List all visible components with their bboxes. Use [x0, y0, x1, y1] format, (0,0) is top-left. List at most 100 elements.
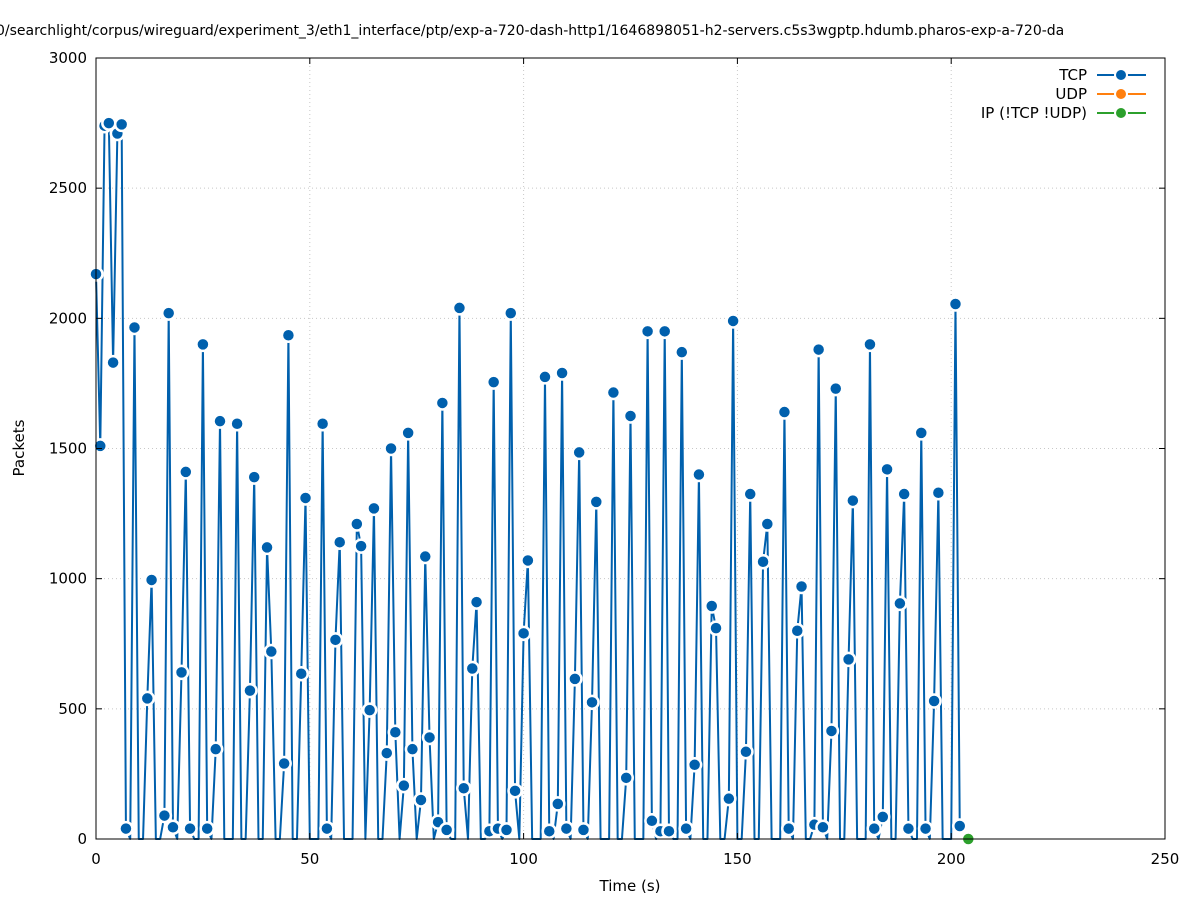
y-tick-label: 1000 [49, 570, 87, 588]
data-point [92, 438, 109, 454]
data-point [229, 416, 245, 432]
chart-title: 0/searchlight/corpus/wireguard/experimen… [0, 23, 1064, 39]
data-point [793, 578, 810, 595]
data-point [815, 819, 831, 836]
data-point [387, 724, 404, 741]
data-point [605, 384, 622, 401]
data-point [404, 741, 421, 757]
x-tick-label: 50 [300, 850, 319, 868]
data-point [644, 813, 660, 829]
data-point [118, 820, 134, 837]
data-point [913, 425, 930, 441]
data-point [742, 486, 758, 502]
data-point [434, 395, 451, 411]
data-point [396, 777, 412, 794]
data-point [588, 494, 605, 510]
data-point [622, 408, 639, 424]
data-point [776, 404, 793, 420]
data-point [246, 469, 262, 485]
y-tick-label: 1500 [49, 440, 87, 458]
y-tick-label: 500 [58, 700, 87, 718]
data-point [485, 374, 502, 390]
data-point [361, 702, 378, 718]
y-tick-label: 3000 [49, 49, 87, 67]
data-point [810, 341, 827, 358]
data-point [678, 820, 694, 837]
data-point [686, 757, 703, 773]
data-point [139, 690, 156, 707]
data-point [879, 461, 895, 478]
x-tick-label: 150 [723, 850, 752, 868]
data-point [105, 354, 121, 371]
data-point [259, 539, 275, 556]
data-point [451, 300, 468, 316]
legend-marker-sample [1114, 68, 1128, 82]
legend-label: UDP [1055, 85, 1087, 103]
data-point [400, 425, 416, 441]
data-point [554, 365, 570, 381]
data-point [618, 770, 634, 786]
data-point [759, 516, 776, 532]
data-point [520, 552, 536, 569]
data-point [143, 572, 160, 588]
data-point [331, 534, 348, 550]
x-tick-label: 250 [1151, 850, 1180, 868]
data-point [584, 694, 600, 711]
data-point [182, 820, 198, 837]
data-point [926, 693, 942, 709]
data-point [349, 516, 365, 532]
y-axis-label: Packets [10, 419, 28, 476]
data-point [498, 822, 515, 838]
data-point [930, 485, 947, 501]
data-point [263, 643, 280, 660]
data-point [160, 305, 177, 321]
data-point [550, 796, 566, 812]
data-point [708, 620, 724, 636]
data-point [721, 790, 737, 807]
data-point [503, 305, 519, 321]
data-point [212, 413, 228, 429]
data-point [840, 651, 857, 668]
data-point [571, 444, 587, 461]
legend-marker-sample [1114, 106, 1128, 120]
data-point [823, 723, 840, 739]
data-point [195, 336, 211, 353]
data-point [319, 820, 335, 837]
data-point [327, 632, 344, 648]
data-point [507, 783, 523, 799]
legend-label: IP (!TCP !UDP) [981, 104, 1087, 122]
data-point [276, 755, 292, 772]
data-point [674, 344, 690, 360]
data-point [178, 464, 194, 480]
data-point [455, 780, 472, 796]
data-point [656, 323, 673, 340]
data-point [165, 819, 181, 836]
data-point [126, 319, 143, 336]
data-point [845, 492, 861, 509]
legend-label: TCP [1058, 66, 1087, 84]
data-point [541, 823, 558, 839]
y-tick-label: 0 [77, 830, 87, 848]
y-tick-label: 2500 [49, 179, 87, 197]
data-point [353, 538, 369, 554]
data-point [892, 595, 908, 612]
data-point [199, 820, 215, 837]
data-point [293, 665, 309, 682]
data-point [738, 744, 754, 760]
data-point [297, 490, 314, 506]
data-point [417, 548, 433, 565]
x-tick-label: 0 [91, 850, 101, 868]
data-point [917, 820, 934, 837]
legend-marker-sample [1114, 87, 1128, 101]
x-tick-label: 100 [509, 850, 538, 868]
data-point [896, 486, 912, 502]
data-point [383, 440, 399, 457]
data-point [558, 820, 575, 837]
data-point [862, 336, 878, 353]
data-point [207, 741, 224, 757]
data-point [413, 792, 429, 808]
data-point [366, 500, 382, 517]
data-point [537, 369, 553, 385]
data-point [725, 313, 741, 329]
